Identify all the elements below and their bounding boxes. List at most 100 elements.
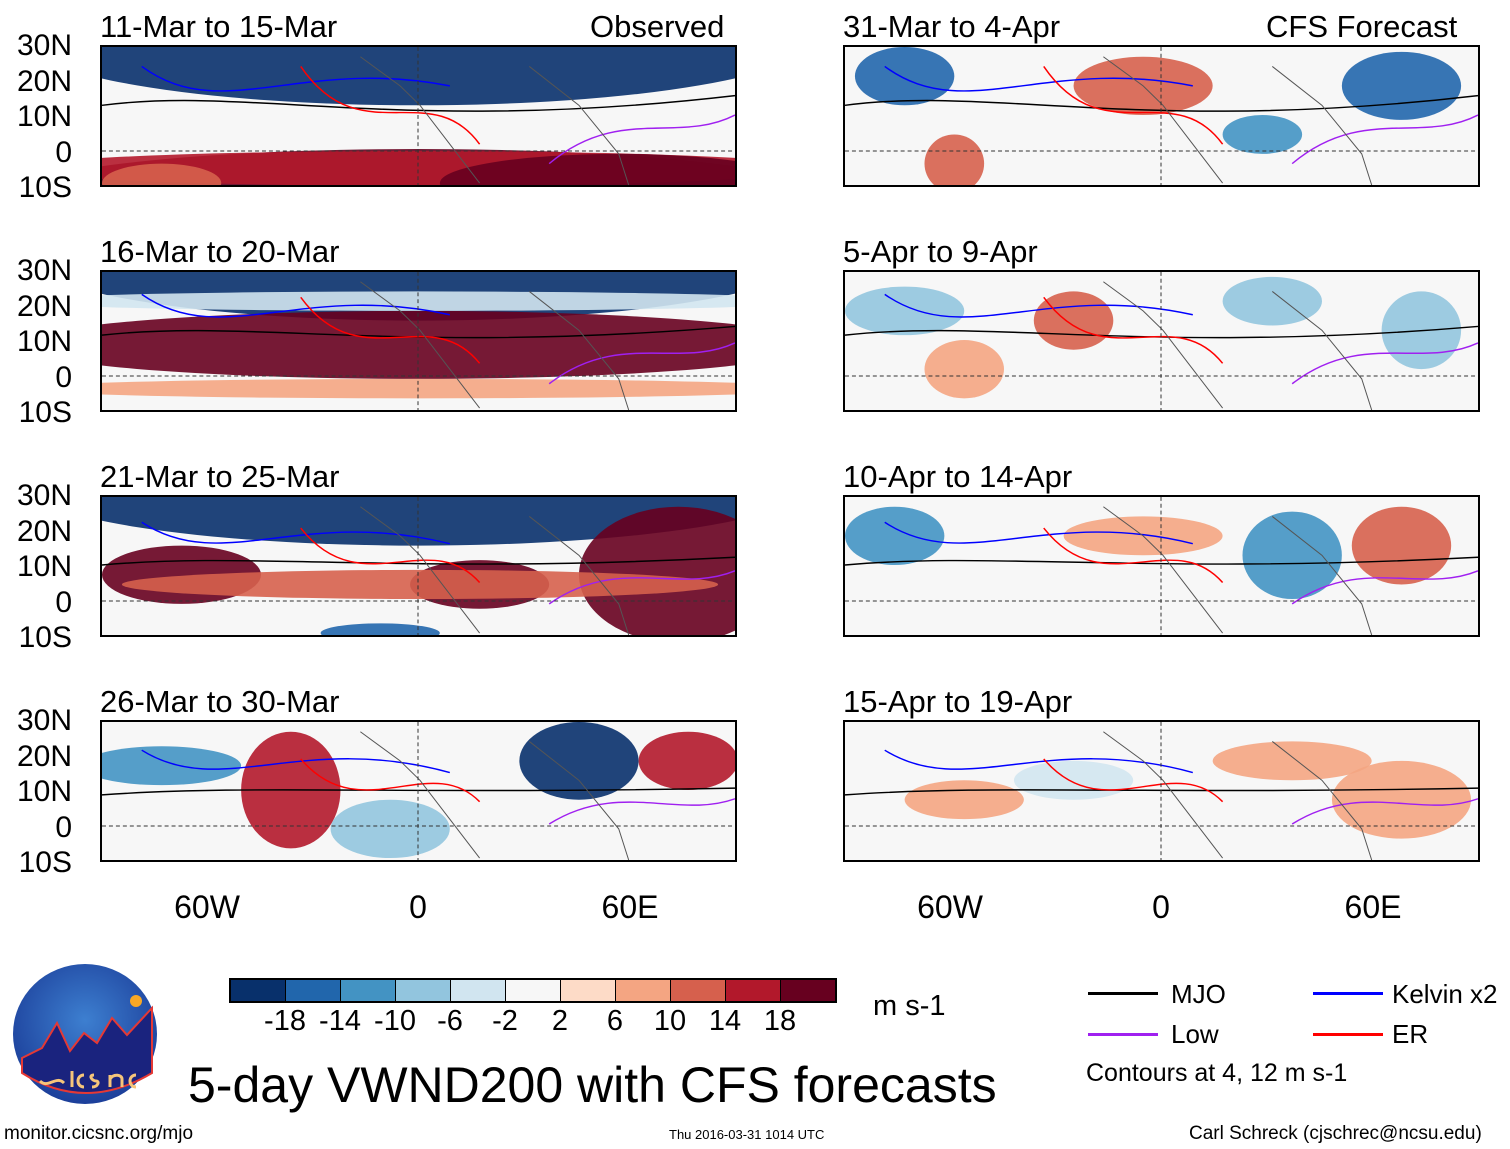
legend-label-low: Low <box>1171 1019 1219 1049</box>
anomaly-region <box>1341 51 1462 120</box>
coastline <box>360 506 630 635</box>
colorbar-label: 18 <box>763 1005 797 1037</box>
colorbar-swatch <box>341 980 396 1001</box>
lat-label: 0 <box>55 360 72 394</box>
colorbar-swatch <box>616 980 671 1001</box>
mjo-contour <box>845 94 1478 112</box>
colorbar-swatch <box>286 980 341 1001</box>
colorbar-swatch <box>781 980 835 1001</box>
legend-line-low <box>1088 1033 1158 1036</box>
lat-label: 10N <box>16 325 72 358</box>
coastline <box>1103 56 1373 185</box>
lon-label: 0 <box>1152 889 1170 925</box>
coastline <box>1103 281 1373 410</box>
cics-logo <box>12 963 158 1105</box>
anomaly-region <box>102 163 222 185</box>
forecast-label: CFS Forecast <box>1266 9 1458 44</box>
colorbar-swatch <box>726 980 781 1001</box>
anomaly-region <box>1242 511 1342 600</box>
low-contour <box>1291 342 1478 385</box>
colorbar-label: 10 <box>653 1005 687 1037</box>
footer-url[interactable]: monitor.cicsnc.org/mjo <box>4 1123 194 1144</box>
lat-label: 10S <box>18 621 72 654</box>
er-contour <box>1043 758 1224 803</box>
lat-label: 10S <box>18 846 72 879</box>
coastline <box>360 281 630 410</box>
lat-label: 0 <box>55 585 72 619</box>
anomaly-region <box>121 569 719 600</box>
kelvin-contour <box>884 749 1194 774</box>
anomaly-region <box>1331 760 1472 839</box>
colorbar-swatch <box>451 980 506 1001</box>
lat-label: 10N <box>16 100 72 133</box>
anomaly-region <box>854 47 955 106</box>
lat-label: 30N <box>16 479 72 512</box>
anomaly-region <box>1212 741 1372 781</box>
anomaly-region <box>439 153 735 185</box>
lat-label: 20N <box>16 289 72 323</box>
low-contour <box>1291 798 1478 825</box>
legend-label-mjo: MJO <box>1171 979 1226 1009</box>
anomaly-region <box>904 780 1024 820</box>
mjo-contour <box>102 787 735 796</box>
mjo-contour <box>102 94 735 112</box>
colorbar-swatch <box>671 980 726 1001</box>
logo-wordmark <box>38 1071 137 1089</box>
lat-label: 0 <box>55 135 72 169</box>
map-panel <box>843 720 1480 862</box>
low-contour <box>1291 114 1478 165</box>
low-contour <box>548 342 735 385</box>
colorbar-swatch <box>506 980 561 1001</box>
kelvin-contour <box>141 521 450 545</box>
colorbar <box>229 978 837 1003</box>
lat-label: 10N <box>16 550 72 583</box>
lon-label: 60E <box>601 889 659 925</box>
legend-line-kelvin <box>1313 992 1383 995</box>
anomaly-region <box>845 506 945 566</box>
anomaly-region <box>1351 506 1452 585</box>
er-contour <box>300 758 481 803</box>
lat-label: 10S <box>18 396 72 429</box>
map-panel <box>843 270 1480 412</box>
panel-title: 16-Mar to 20-Mar <box>100 234 340 269</box>
low-contour <box>1291 570 1478 605</box>
map-panel <box>100 270 737 412</box>
footer-timestamp: Thu 2016-03-31 1014 UTC <box>669 1127 825 1142</box>
er-contour <box>300 527 481 583</box>
anomaly-region <box>330 799 450 859</box>
anomaly-region <box>924 340 1004 399</box>
anomaly-region <box>845 286 965 336</box>
lon-label: 60W <box>917 889 983 925</box>
anomaly-region <box>1013 760 1134 800</box>
legend-label-kelvin: Kelvin x2 <box>1392 979 1498 1009</box>
colorbar-swatch <box>561 980 616 1001</box>
mjo-contour <box>845 325 1478 339</box>
legend-note: Contours at 4, 12 m s-1 <box>1086 1059 1348 1087</box>
low-contour <box>548 798 735 825</box>
chart-title: 5-day VWND200 with CFS forecasts <box>188 1057 997 1113</box>
panel-title: 15-Apr to 19-Apr <box>843 684 1073 719</box>
colorbar-units: m s-1 <box>873 990 946 1022</box>
er-contour <box>1043 527 1224 583</box>
lat-label: 10N <box>16 775 72 808</box>
anomaly-region <box>102 310 735 379</box>
low-contour <box>548 570 735 605</box>
colorbar-label: -18 <box>264 1005 306 1037</box>
lat-label: 30N <box>16 254 72 287</box>
lat-label: 20N <box>16 64 72 98</box>
lat-label: 30N <box>16 704 72 737</box>
colorbar-label: 6 <box>606 1005 624 1037</box>
lon-label: 60E <box>1344 889 1402 925</box>
lat-label: 10S <box>18 171 72 204</box>
lon-label: 60W <box>174 889 240 925</box>
mjo-contour <box>102 325 735 339</box>
colorbar-label: 2 <box>551 1005 569 1037</box>
anomaly-region <box>102 746 242 786</box>
kelvin-contour <box>884 521 1193 545</box>
map-panel <box>843 495 1480 637</box>
kelvin-contour <box>884 65 1193 92</box>
er-contour <box>1043 66 1224 145</box>
colorbar-swatch <box>396 980 451 1001</box>
anomaly-region <box>1222 276 1322 326</box>
anomaly-region <box>1222 115 1303 154</box>
